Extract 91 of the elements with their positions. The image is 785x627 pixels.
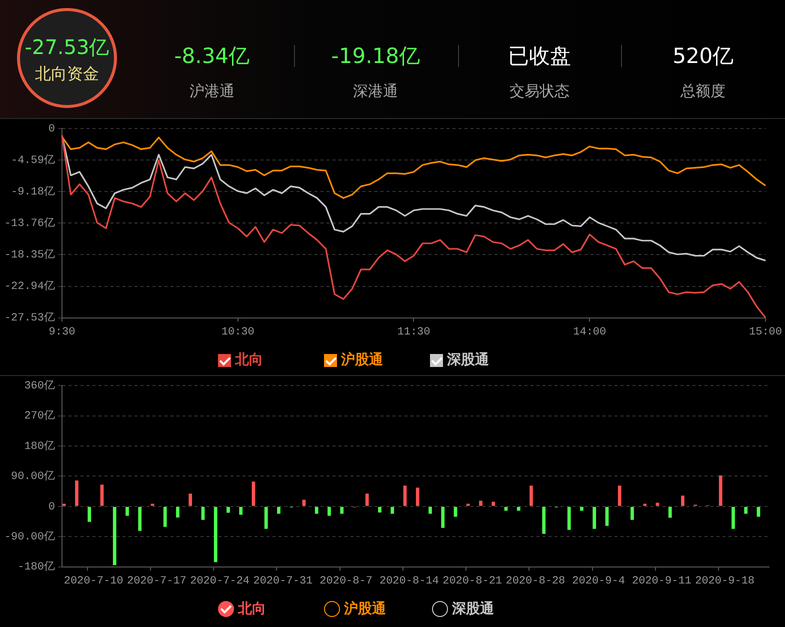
x-tick-label: 2020-7-17	[126, 575, 186, 588]
bar	[668, 506, 672, 518]
bar	[580, 506, 584, 511]
legend-label: 深股通	[447, 352, 489, 368]
category-label: 沪港通	[188, 82, 236, 101]
bar	[226, 506, 230, 513]
x-tick-label: 2020-7-24	[190, 575, 250, 588]
x-tick-label: 2020-8-7	[320, 575, 372, 588]
y-tick-label: 270亿	[24, 410, 55, 423]
bar	[176, 506, 180, 518]
bar	[390, 506, 394, 514]
bar	[365, 494, 369, 506]
category-label: 深港通	[352, 82, 400, 101]
bar	[328, 506, 331, 516]
data-label: 520亿	[672, 43, 735, 70]
bar	[428, 506, 432, 514]
x-tick-label: 9:30	[48, 326, 76, 338]
bar	[681, 496, 684, 506]
legend-label: 北向	[235, 352, 263, 368]
bar	[656, 502, 660, 506]
data-label: -19.18亿	[330, 43, 421, 70]
x-tick-label: 2020-7-10	[64, 575, 124, 588]
x-tick-label: 2020-9-18	[695, 575, 755, 588]
bar	[732, 506, 735, 529]
y-tick-label: 0	[48, 501, 55, 514]
y-tick-label: -22.94亿	[4, 280, 55, 294]
bar	[530, 486, 533, 506]
bar	[378, 506, 382, 512]
bar	[592, 506, 596, 529]
bar	[618, 486, 622, 506]
y-tick-label: 90.00亿	[10, 470, 55, 484]
y-tick-label: -27.53亿	[4, 312, 55, 325]
y-tick-label: -4.59亿	[10, 154, 55, 168]
bar	[504, 506, 508, 511]
y-tick-label: -180亿	[18, 560, 55, 574]
bar	[542, 506, 546, 534]
x-tick-label: 2020-8-14	[379, 575, 440, 588]
category-label: 交易状态	[508, 82, 570, 101]
x-tick-label: 11:30	[397, 326, 430, 338]
bar	[264, 506, 268, 529]
bar	[340, 506, 344, 514]
bar	[302, 500, 306, 506]
y-tick-label: -13.76亿	[4, 217, 55, 230]
bar	[416, 488, 420, 506]
y-tick-label: 360亿	[24, 380, 55, 393]
bar	[214, 506, 218, 562]
bar	[492, 502, 496, 506]
bar	[479, 500, 482, 506]
y-tick-label: 180亿	[24, 440, 55, 453]
bar	[252, 482, 256, 506]
x-tick-label: 2020-8-28	[506, 575, 566, 588]
legend-label: 北向	[238, 601, 266, 617]
y-tick-label: 0	[48, 124, 55, 136]
data-label: 已收盘	[506, 43, 572, 70]
bar	[277, 506, 280, 514]
bar	[756, 506, 760, 517]
x-tick-label: 15:00	[748, 326, 782, 338]
bar	[454, 506, 458, 517]
bar	[516, 506, 520, 511]
bar	[441, 506, 445, 528]
bar	[88, 506, 92, 522]
bar	[126, 506, 129, 516]
y-tick-label: -18.35亿	[4, 248, 55, 262]
bar	[403, 486, 407, 506]
category-label: 总额度	[680, 82, 727, 101]
legend-label: 深股通	[452, 601, 494, 617]
bar	[163, 506, 167, 527]
x-tick-label: 2020-9-11	[632, 575, 692, 588]
y-tick-label: -9.18亿	[10, 186, 55, 199]
y-tick-label: -90.00亿	[4, 530, 55, 544]
bar	[567, 506, 571, 530]
bar	[201, 506, 205, 520]
legend-label: 沪股通	[341, 352, 383, 368]
x-tick-label: 2020-8-21	[442, 575, 502, 588]
bar	[138, 506, 142, 531]
x-tick-label: 10:30	[221, 326, 254, 338]
x-tick-label: 2020-7-31	[253, 575, 314, 588]
data-label: -8.34亿	[173, 43, 251, 70]
bar	[75, 480, 78, 506]
x-tick-label: 14:00	[573, 326, 606, 338]
bar	[100, 484, 104, 506]
bar	[239, 506, 243, 515]
x-tick-label: 2020-9-4	[572, 575, 626, 588]
bar	[112, 506, 116, 566]
bar	[744, 506, 748, 514]
bar	[718, 476, 722, 506]
legend-label: 沪股通	[344, 601, 386, 617]
bar	[188, 494, 192, 506]
bar	[630, 506, 634, 520]
category-label: 北向资金	[34, 64, 100, 85]
bar	[314, 506, 318, 514]
